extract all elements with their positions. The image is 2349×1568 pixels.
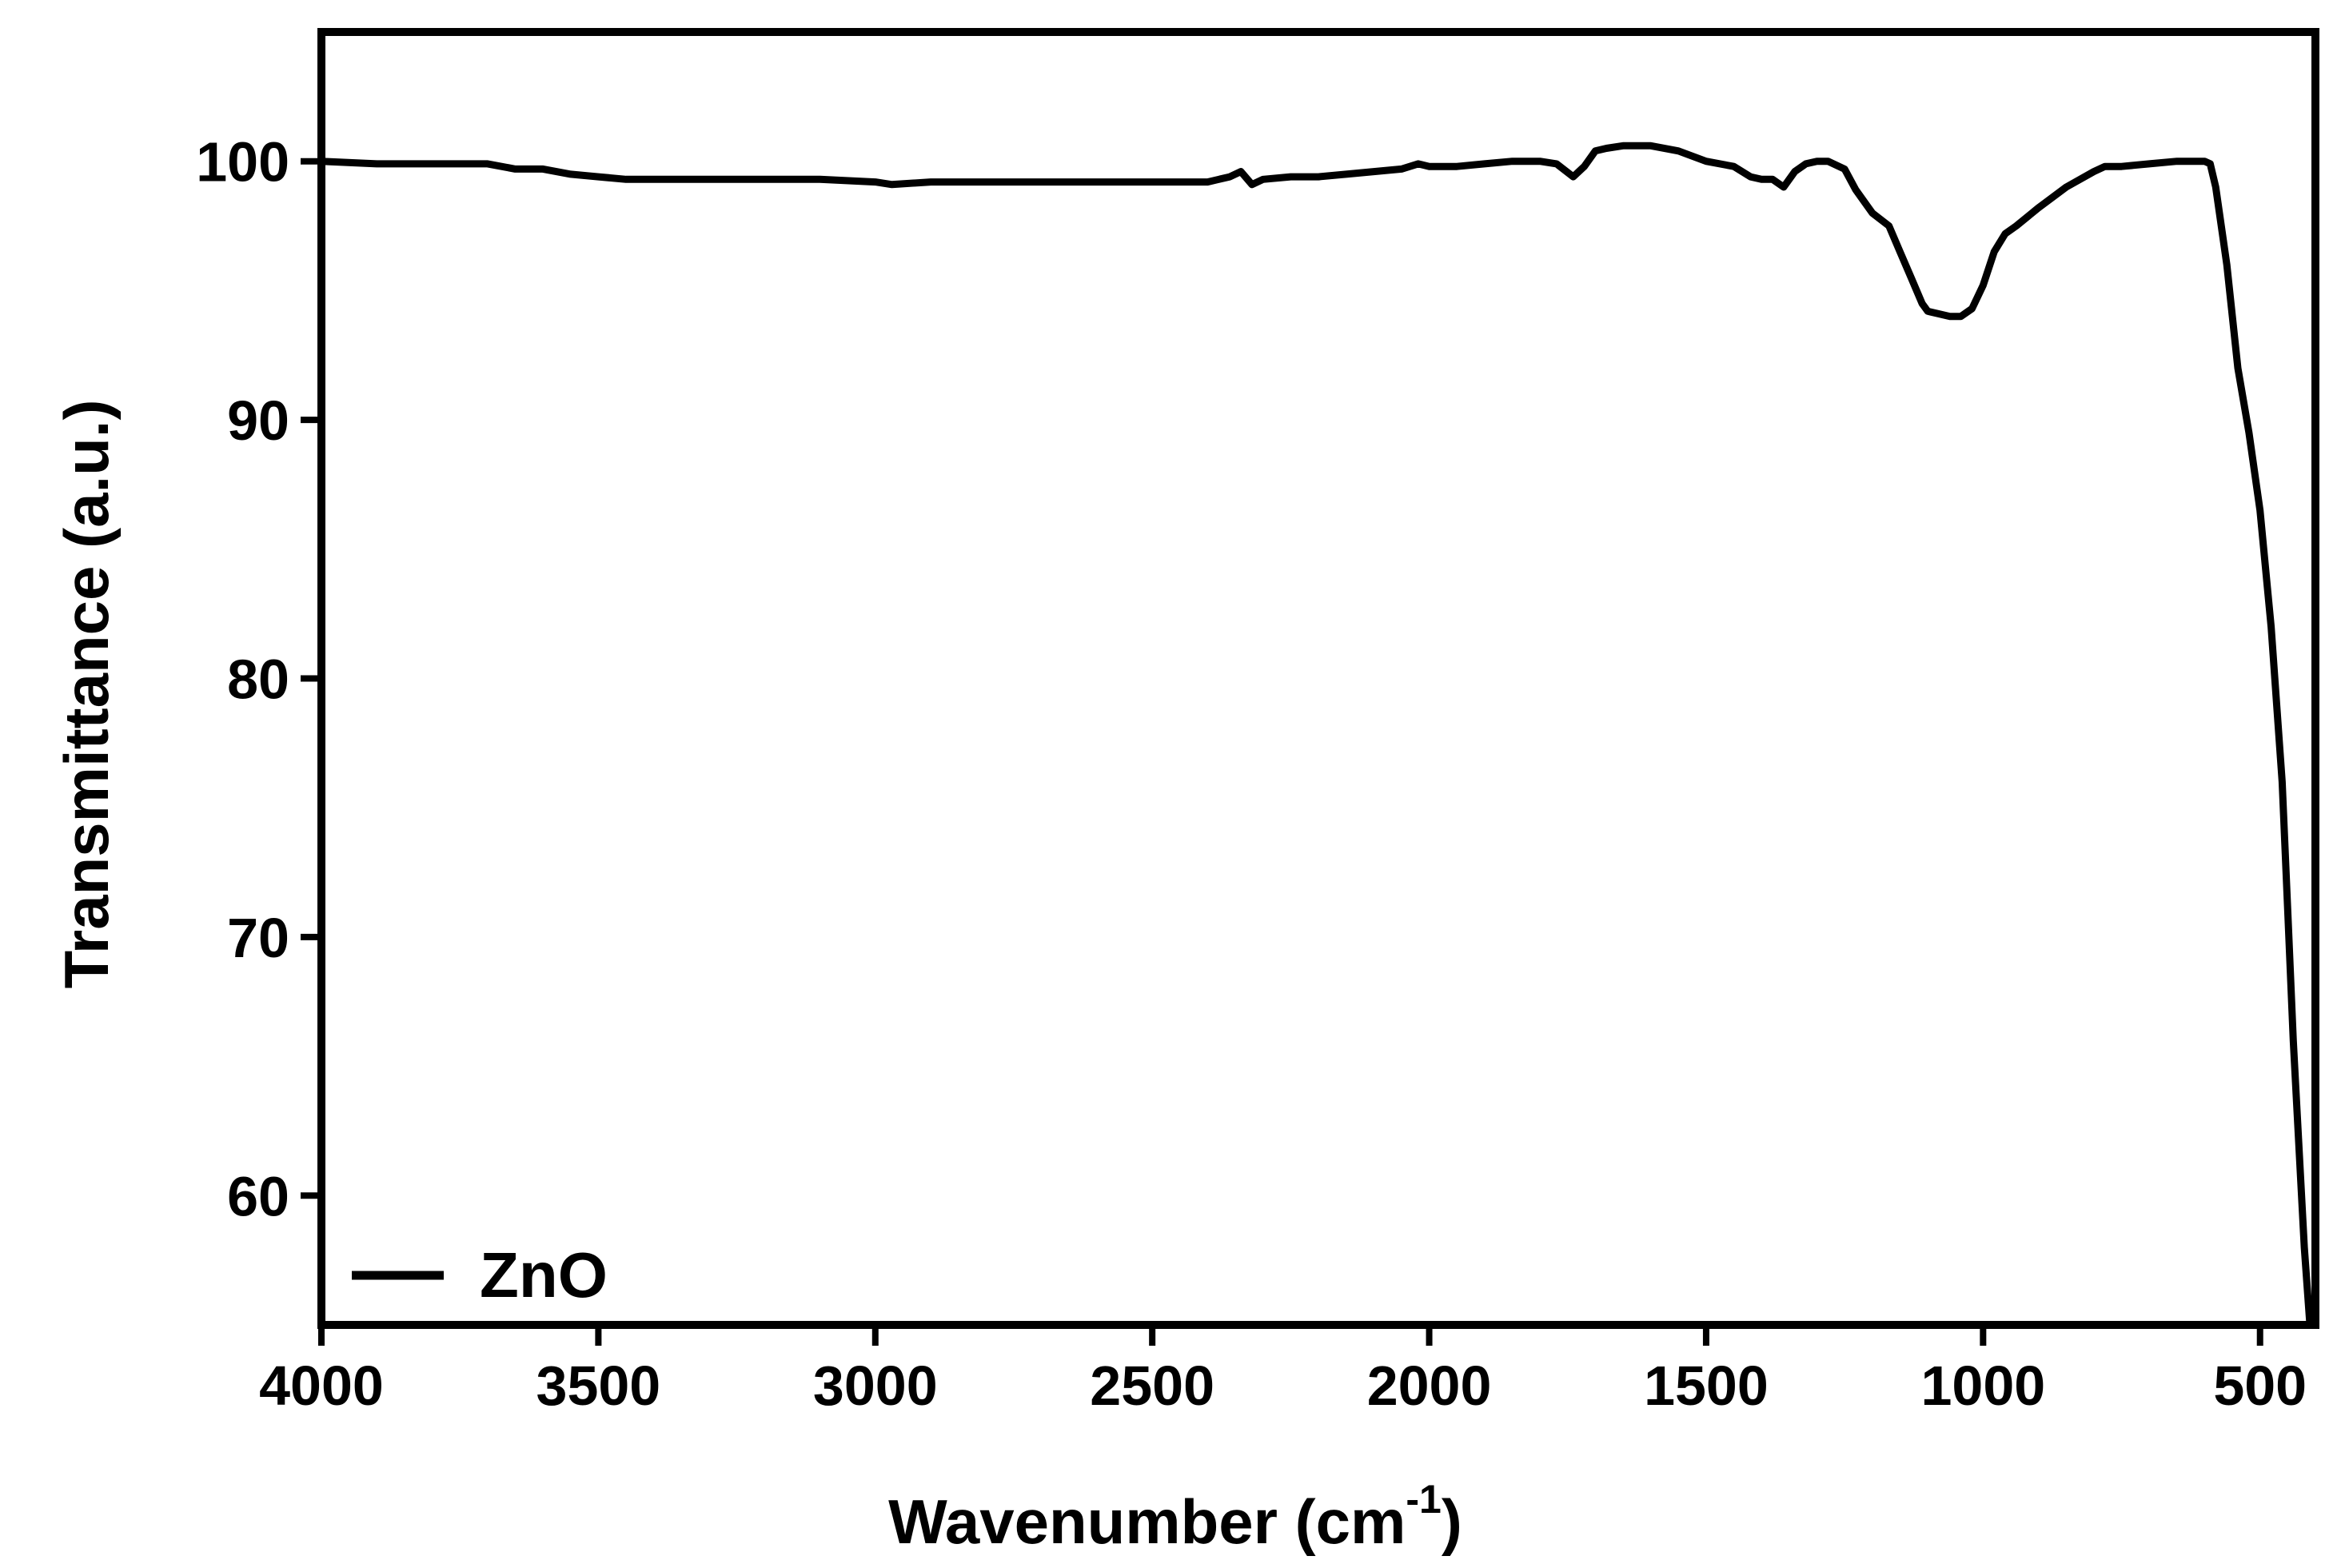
x-tick-label: 2000 [1367, 1355, 1492, 1417]
y-tick-label: 100 [196, 131, 289, 194]
y-axis-label: Transmittance (a.u.) [51, 400, 122, 989]
x-axis-label-suffix: ) [1442, 1486, 1462, 1557]
y-tick-label: 70 [227, 907, 289, 969]
x-axis: 4000 3500 3000 2500 2000 1500 1000 500 [259, 1325, 2307, 1417]
y-tick-label: 60 [227, 1165, 289, 1227]
x-tick-label: 500 [2213, 1355, 2307, 1417]
x-tick-label: 1500 [1644, 1355, 1769, 1417]
x-tick-label: 4000 [259, 1355, 384, 1417]
x-axis-label: Wavenumber (cm-1) [888, 1477, 1462, 1557]
legend-label-zno: ZnO [480, 1239, 608, 1311]
x-tick-label: 1000 [1920, 1355, 2045, 1417]
y-tick-label: 90 [227, 389, 289, 452]
x-tick-label: 3500 [536, 1355, 661, 1417]
y-axis: 60 70 80 90 100 [196, 131, 321, 1227]
x-axis-label-superscript: -1 [1406, 1477, 1441, 1522]
x-tick-label: 3000 [813, 1355, 938, 1417]
y-tick-label: 80 [227, 648, 289, 711]
legend: ZnO [352, 1239, 608, 1311]
plot-frame [317, 28, 2319, 1329]
x-tick-label: 2500 [1090, 1355, 1214, 1417]
series-line-zno [317, 142, 2314, 1329]
x-axis-label-main: Wavenumber (cm [888, 1486, 1406, 1557]
